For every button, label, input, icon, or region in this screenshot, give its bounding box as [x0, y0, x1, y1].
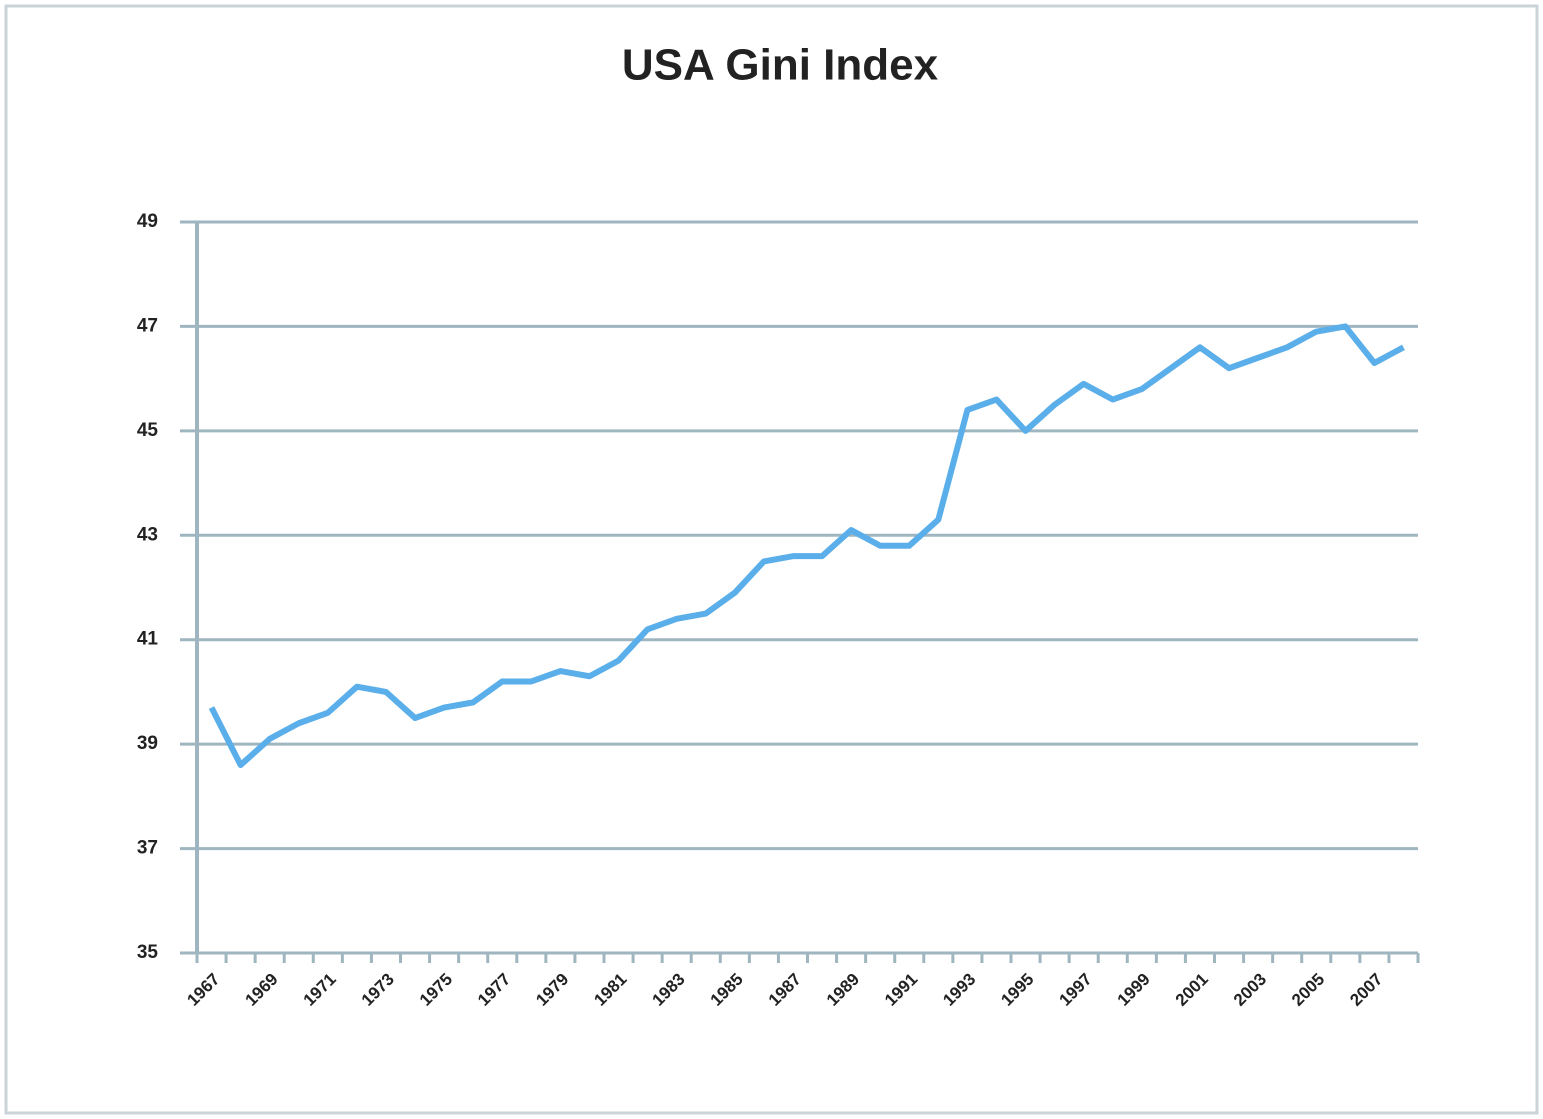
chart-title: USA Gini Index: [622, 41, 939, 90]
y-tick-label: 41: [137, 629, 159, 650]
y-tick-label: 43: [137, 524, 158, 545]
y-tick-label: 49: [137, 211, 158, 232]
y-tick-label: 35: [137, 942, 159, 963]
y-tick-label: 39: [137, 733, 158, 754]
y-tick-label: 37: [137, 838, 158, 859]
y-tick-label: 47: [137, 315, 158, 336]
data-line: [208, 323, 1405, 769]
y-tick-label: 45: [137, 420, 159, 441]
